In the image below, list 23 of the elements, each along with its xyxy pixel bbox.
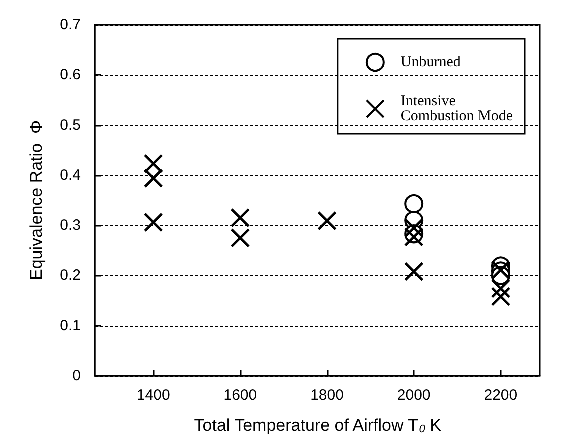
y-tick-label: 0.4 <box>60 166 81 184</box>
point <box>318 211 338 231</box>
point <box>404 218 424 238</box>
y-tick-label: 0.5 <box>60 116 81 134</box>
point <box>404 262 424 282</box>
x-tick-label: 1400 <box>136 387 170 404</box>
y-tick-label: 0.2 <box>60 267 81 284</box>
x-tick-label: 1600 <box>224 387 258 404</box>
y-tick-label: 0.3 <box>60 217 81 234</box>
y-tick-label: 0.7 <box>60 16 81 34</box>
y-axis-title: Equivalence Ratio Φ <box>27 120 46 281</box>
point <box>491 287 511 307</box>
point <box>144 212 164 232</box>
y-tick-label: 0.6 <box>60 66 81 84</box>
x-tick-label: 2000 <box>397 387 431 404</box>
y-tick-label: 0 <box>72 368 81 384</box>
legend-label: Intensive Combustion Mode <box>400 94 514 124</box>
point <box>404 194 424 214</box>
x-tick-label: 1800 <box>310 387 344 404</box>
legend-label: Unburned <box>400 54 462 70</box>
point <box>404 227 424 247</box>
y-tick-label: 0.1 <box>60 317 81 334</box>
x-tick-label: 2200 <box>484 387 518 404</box>
